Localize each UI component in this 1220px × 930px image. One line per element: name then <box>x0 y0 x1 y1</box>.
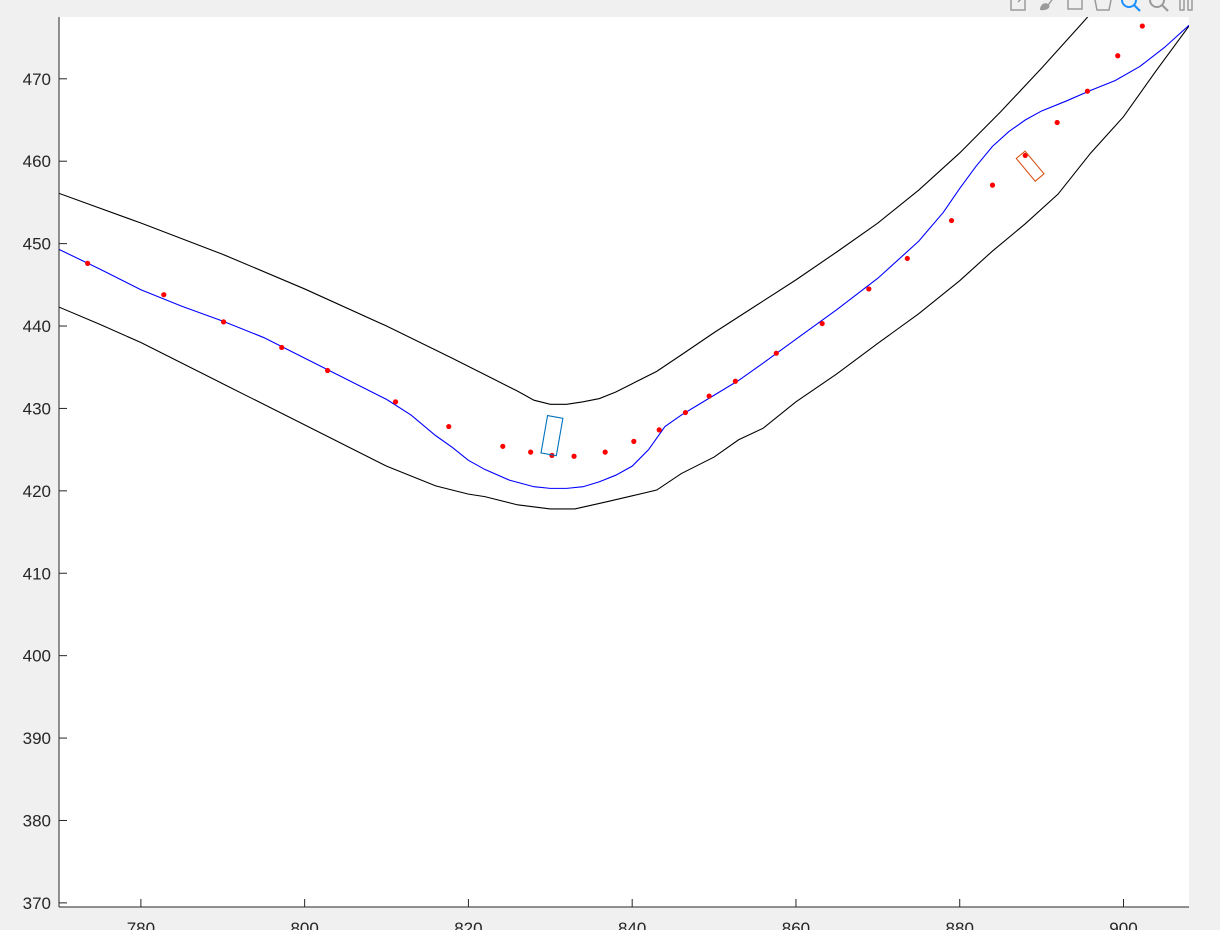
restore-view-icon[interactable] <box>1176 0 1198 12</box>
waypoint-marker <box>528 449 534 455</box>
axes-background[interactable] <box>59 17 1189 907</box>
axes-toolbar <box>1008 0 1198 12</box>
waypoint-marker <box>446 423 452 430</box>
waypoint-marker <box>500 443 506 449</box>
other-vehicle <box>1015 150 1045 183</box>
waypoint-marker <box>866 286 872 292</box>
waypoint-marker <box>1139 23 1145 29</box>
waypoint-marker <box>85 260 91 266</box>
waypoint-marker <box>656 427 662 433</box>
waypoint-marker <box>819 320 825 327</box>
road-boundary-line-0 <box>59 17 1089 405</box>
y-tick-label: 380 <box>23 811 51 830</box>
zoom-in-icon[interactable] <box>1120 0 1142 12</box>
waypoint-marker <box>682 409 689 416</box>
waypoint-marker <box>773 350 779 356</box>
x-axis-ticks: 780 800 820 840 860 880 900 <box>127 899 1138 930</box>
waypoint-marker <box>392 399 399 405</box>
y-tick-label: 460 <box>23 152 51 171</box>
x-tick-label: 840 <box>618 919 646 930</box>
waypoint-marker <box>732 378 738 384</box>
y-tick-label: 370 <box>23 894 51 913</box>
y-tick-label: 390 <box>23 729 51 748</box>
y-tick-label: 440 <box>23 317 51 336</box>
export-icon[interactable] <box>1008 0 1030 12</box>
y-tick-label: 410 <box>23 564 51 583</box>
x-tick-label: 900 <box>1109 919 1137 930</box>
waypoint-marker <box>631 438 637 444</box>
y-tick-label: 470 <box>23 70 51 89</box>
brush-icon[interactable] <box>1036 0 1058 12</box>
x-tick-label: 820 <box>454 919 482 930</box>
waypoint-marker <box>161 292 167 298</box>
waypoint-marker <box>706 393 712 399</box>
y-tick-label: 450 <box>23 235 51 254</box>
waypoint-marker <box>1054 119 1060 126</box>
road-boundary-line-1 <box>59 25 1189 510</box>
waypoint-marker <box>1022 152 1028 159</box>
waypoint-marker <box>1115 53 1121 59</box>
y-tick-label: 430 <box>23 399 51 418</box>
x-tick-label: 800 <box>290 919 318 930</box>
x-tick-label: 780 <box>127 919 155 930</box>
waypoint-marker <box>220 319 227 325</box>
waypoint-marker <box>904 255 910 262</box>
y-tick-label: 420 <box>23 482 51 501</box>
waypoint-marker <box>279 344 285 351</box>
pan-icon[interactable] <box>1092 0 1114 12</box>
y-tick-label: 400 <box>23 647 51 666</box>
ego-vehicle <box>540 414 564 457</box>
waypoint-marker <box>1084 88 1091 94</box>
x-tick-label: 880 <box>946 919 974 930</box>
x-tick-label: 860 <box>782 919 810 930</box>
datatip-icon[interactable] <box>1064 0 1086 12</box>
plot-area <box>59 17 1189 510</box>
zoom-out-icon[interactable] <box>1148 0 1170 12</box>
waypoint-marker <box>324 367 331 374</box>
waypoint-marker <box>989 182 996 188</box>
waypoint-marker <box>602 449 608 455</box>
waypoint-marker <box>948 217 955 224</box>
waypoint-marker <box>571 453 577 459</box>
y-axis-ticks: 370 380 390 400 410 420 430 440 450 460 470 <box>23 70 67 913</box>
planned-path-line <box>59 24 1189 489</box>
